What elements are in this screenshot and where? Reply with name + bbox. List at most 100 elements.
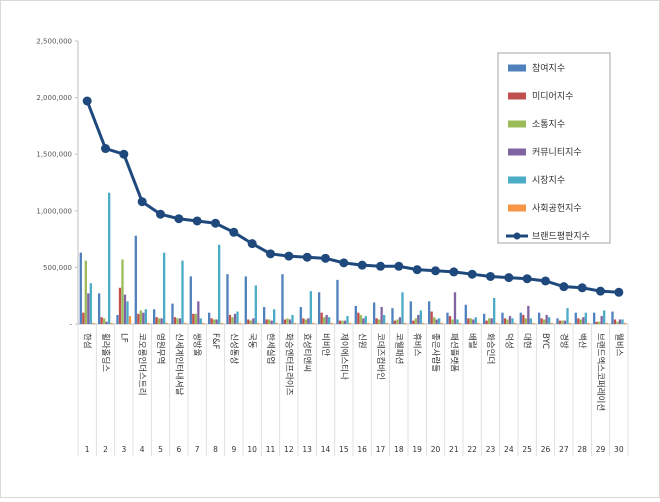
bar [116,314,119,324]
y-tick-label: - [69,321,72,329]
bar [84,260,87,324]
category-label: 신원 [357,333,367,349]
bar [281,274,284,324]
bar [414,318,417,324]
bar [265,319,268,324]
bar [508,316,512,324]
legend-label: 커뮤니티지수 [532,147,582,158]
rank-label: 24 [504,445,514,454]
bar [419,310,422,324]
bar [522,314,525,324]
bar [341,320,344,324]
bar [97,293,101,324]
bar [393,320,397,324]
bar [412,320,415,324]
bar [548,317,551,324]
category-label: F&F [210,333,220,350]
category-label: 좋은사람들 [430,333,440,372]
bar [343,320,347,324]
line-point [541,276,550,286]
category-label: 백산 [577,333,588,349]
bar [254,285,257,324]
bar [244,276,247,324]
line-point [431,266,440,276]
line-point [119,149,129,159]
bar [183,322,187,324]
bar [584,312,587,324]
line-point [192,216,202,226]
bar [623,322,627,324]
bar [312,322,315,324]
rank-label: 25 [522,445,532,454]
bar [503,318,507,324]
bars [79,192,627,324]
bar [118,287,122,324]
bar [391,308,394,324]
bar [336,279,339,324]
bar [275,322,278,324]
bar [527,305,530,324]
bar [398,317,402,324]
bar [192,313,195,324]
legend-label: 미디어지수 [532,91,573,102]
bar [377,319,381,324]
bar [165,322,168,324]
bar [474,317,477,324]
line-point [486,271,495,281]
bar [207,312,211,324]
bar [302,318,305,324]
bar [577,318,580,324]
bar [100,317,103,324]
rank-label: 13 [302,445,312,454]
bar [108,192,111,324]
bar [618,319,622,324]
bar [210,318,213,324]
bar [375,318,378,324]
bar [427,301,431,324]
bar [592,312,596,324]
line-point [614,287,624,297]
bar [307,318,310,324]
bar [485,320,488,324]
rank-label: 16 [357,445,367,454]
bar [440,322,443,324]
bar [506,319,509,324]
bar [262,307,266,324]
bar [487,318,491,324]
line-point [284,251,294,261]
bar [524,318,527,324]
x-axis-labels: 한섬 1 휠라홀딩스 2 LF 3 코오롱인더스트리 4 영원무역 5 신세계인터내셔날 6 쌍방울 7 F… [77,324,629,456]
legend-label: 참여지수 [532,62,565,74]
bar [451,319,454,324]
bar [383,314,386,324]
rank-label: 22 [467,445,477,454]
bar [513,322,517,324]
category-label: 영원무역 [155,333,166,364]
bar [328,317,331,324]
bar [144,309,147,324]
bar [582,317,585,324]
bar [163,252,166,324]
line-point [596,286,605,296]
category-label: 패션플랫폼 [448,333,459,372]
line-point [357,260,367,270]
y-tick-label: 2,500,000 [36,38,72,46]
bar [173,317,177,324]
line-point [321,253,330,263]
bar [600,316,603,324]
rank-label: 26 [541,445,551,454]
bar [142,312,145,324]
legend-marker [513,232,521,240]
bar [348,322,352,324]
category-label: 코오롱인더스트리 [137,333,148,396]
bar [472,319,475,324]
category-label: 비비안 [320,333,331,357]
bar [286,318,289,324]
category-label: 화승엔터프라이즈 [283,333,294,396]
category-label: 쌍방울 [192,333,203,357]
bar [92,322,95,324]
category-label: 한섬 [82,333,93,349]
bar [226,274,229,324]
bar [367,322,370,324]
